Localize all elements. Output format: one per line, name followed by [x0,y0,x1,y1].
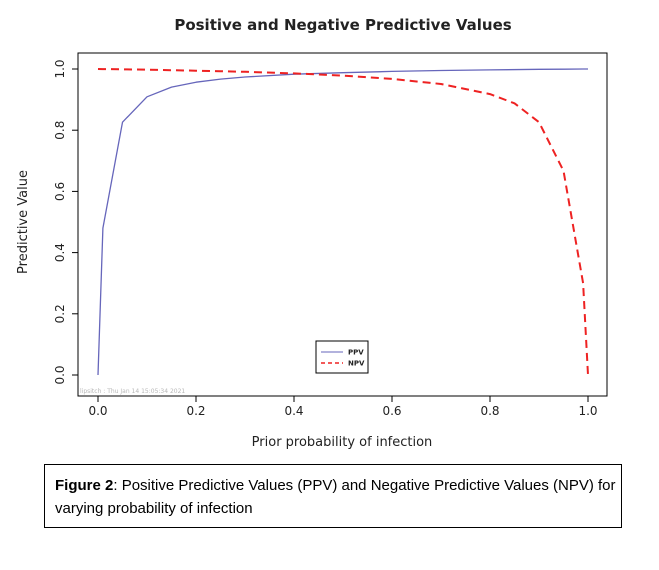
chart-title: Positive and Negative Predictive Values [174,16,511,34]
series-line-npv [97,68,589,376]
y-tick-label: 0.2 [53,304,67,323]
legend-label-npv: NPV [348,360,365,368]
plot-frame [77,52,608,397]
x-axis-label: Prior probability of infection [252,435,433,450]
caption-text: : Positive Predictive Values (PPV) and N… [55,477,616,517]
caption-label: Figure 2 [55,477,114,494]
x-tick-label: 0.4 [284,404,303,418]
chart: Positive and Negative Predictive Values … [16,16,608,450]
series-layer [97,68,589,376]
legend: PPV NPV [315,340,369,374]
x-axis: 0.0 0.2 0.4 0.6 0.8 1.0 [88,396,598,418]
x-tick-label: 1.0 [578,404,597,418]
y-tick-label: 0.6 [53,182,67,201]
legend-label-ppv: PPV [348,349,364,357]
y-axis-label: Predictive Value [16,170,31,274]
x-tick-label: 0.8 [480,404,499,418]
y-tick-label: 0.0 [53,365,67,384]
legend-box [315,340,369,374]
figure-caption: Figure 2: Positive Predictive Values (PP… [44,464,622,528]
y-axis: 0.0 0.2 0.4 0.6 0.8 1.0 [53,59,78,385]
x-tick-label: 0.6 [382,404,401,418]
x-tick-label: 0.0 [88,404,107,418]
y-tick-label: 0.4 [53,243,67,262]
y-tick-label: 0.8 [53,121,67,140]
y-tick-label: 1.0 [53,59,67,78]
series-line-ppv [97,68,588,376]
watermark-annotation: lipsitch : Thu Jan 14 15:05:34 2021 [80,388,185,395]
x-tick-label: 0.2 [186,404,205,418]
